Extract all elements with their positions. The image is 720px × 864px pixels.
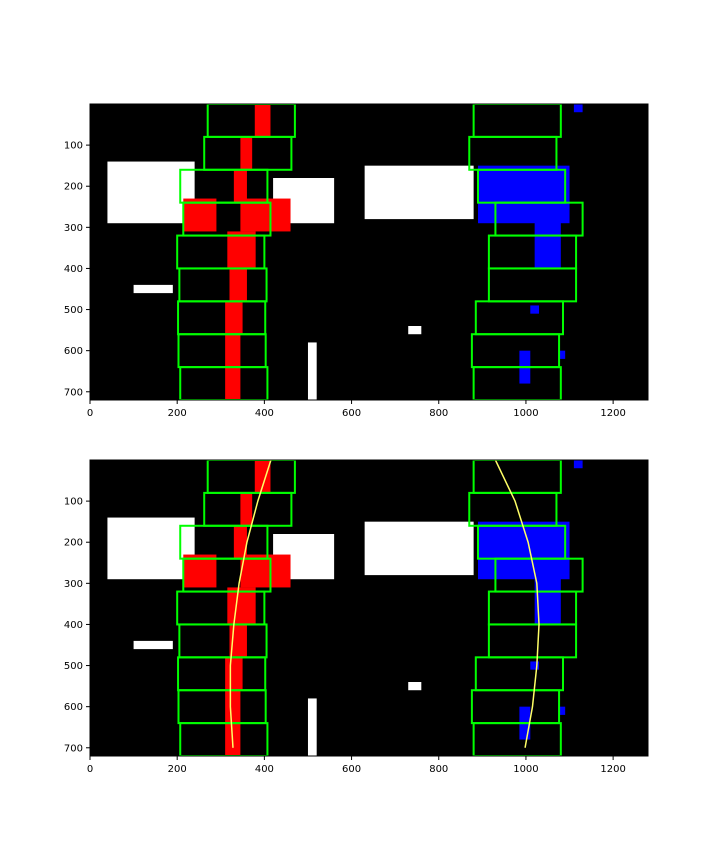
x-tick-label: 1200: [600, 764, 625, 775]
y-tick-label: 300: [64, 223, 83, 234]
right-lane-pixels: [534, 206, 561, 269]
y-tick-label: 600: [64, 346, 83, 357]
y-tick-label: 700: [64, 743, 83, 754]
y-tick-label: 700: [64, 387, 83, 398]
right-lane-pixels: [558, 706, 566, 715]
left-lane-pixels: [225, 657, 243, 691]
right-lane-pixels: [530, 661, 540, 670]
noise-pixel-blob: [408, 682, 422, 691]
noise-pixel-blob: [133, 640, 173, 650]
right-lane-pixels: [573, 460, 583, 469]
y-tick-label: 500: [64, 661, 83, 672]
axes-frame: [89, 103, 649, 401]
polynomial-fit-plot: 0 200 400 600 800 1000 1200 100 200 300 400 500 600 7…: [64, 459, 649, 775]
sliding-window-plot: 0 200 400 600 800 1000 1200 100 200 300 400 500 600 7…: [64, 103, 649, 419]
x-tick-label: 600: [342, 764, 361, 775]
right-lane-pixels: [573, 104, 583, 113]
left-lane-pixels: [240, 198, 291, 232]
plot-content: [107, 460, 584, 756]
x-tick-label: 800: [429, 408, 448, 419]
left-lane-pixels: [254, 460, 271, 493]
y-tick-label: 200: [64, 182, 83, 193]
y-tick-label: 100: [64, 141, 83, 152]
left-lane-pixels: [227, 231, 256, 269]
left-lane-pixels: [225, 690, 241, 724]
y-tick-label: 200: [64, 538, 83, 549]
left-lane-pixels: [183, 198, 217, 232]
left-lane-pixels: [225, 301, 243, 335]
y-tick-label: 100: [64, 497, 83, 508]
left-lane-pixels: [227, 587, 256, 625]
left-lane-pixels: [183, 554, 217, 588]
noise-pixel-blob: [364, 165, 474, 220]
x-tick-label: 0: [87, 764, 93, 775]
left-lane-pixels: [225, 367, 241, 400]
left-lane-pixels: [229, 268, 247, 302]
axes-frame: [89, 459, 649, 757]
right-fit-curve: [494, 460, 540, 748]
noise-pixel-blob: [107, 161, 195, 224]
x-tick-label: 0: [87, 408, 93, 419]
x-tick-label: 400: [255, 408, 274, 419]
left-lane-pixels: [225, 334, 241, 368]
y-tick-label: 400: [64, 620, 83, 631]
noise-pixel-blob: [307, 342, 317, 400]
y-tick-label: 600: [64, 702, 83, 713]
x-tick-label: 1000: [513, 408, 538, 419]
left-lane-pixels: [240, 554, 291, 588]
right-lane-pixels: [558, 350, 566, 359]
left-lane-pixels: [233, 169, 247, 203]
x-tick-label: 200: [168, 764, 187, 775]
y-tick-label: 500: [64, 305, 83, 316]
left-search-window: [179, 366, 269, 400]
right-search-window: [472, 366, 562, 400]
y-tick-label: 300: [64, 579, 83, 590]
x-tick-label: 200: [168, 408, 187, 419]
noise-pixel-blob: [408, 326, 422, 335]
x-tick-label: 600: [342, 408, 361, 419]
noise-pixel-blob: [133, 284, 173, 294]
left-lane-pixels: [254, 104, 271, 137]
noise-pixel-blob: [107, 517, 195, 580]
left-lane-pixels: [233, 525, 247, 559]
left-lane-pixels: [240, 492, 253, 526]
left-lane-pixels: [240, 136, 253, 170]
x-tick-label: 1000: [513, 764, 538, 775]
left-fit-curve: [229, 460, 272, 748]
x-tick-label: 1200: [600, 408, 625, 419]
noise-pixel-blob: [364, 521, 474, 576]
x-tick-label: 400: [255, 764, 274, 775]
x-tick-label: 800: [429, 764, 448, 775]
right-lane-pixels: [530, 305, 540, 314]
noise-pixel-blob: [307, 698, 317, 756]
plot-content: [107, 104, 584, 400]
y-tick-label: 400: [64, 264, 83, 275]
